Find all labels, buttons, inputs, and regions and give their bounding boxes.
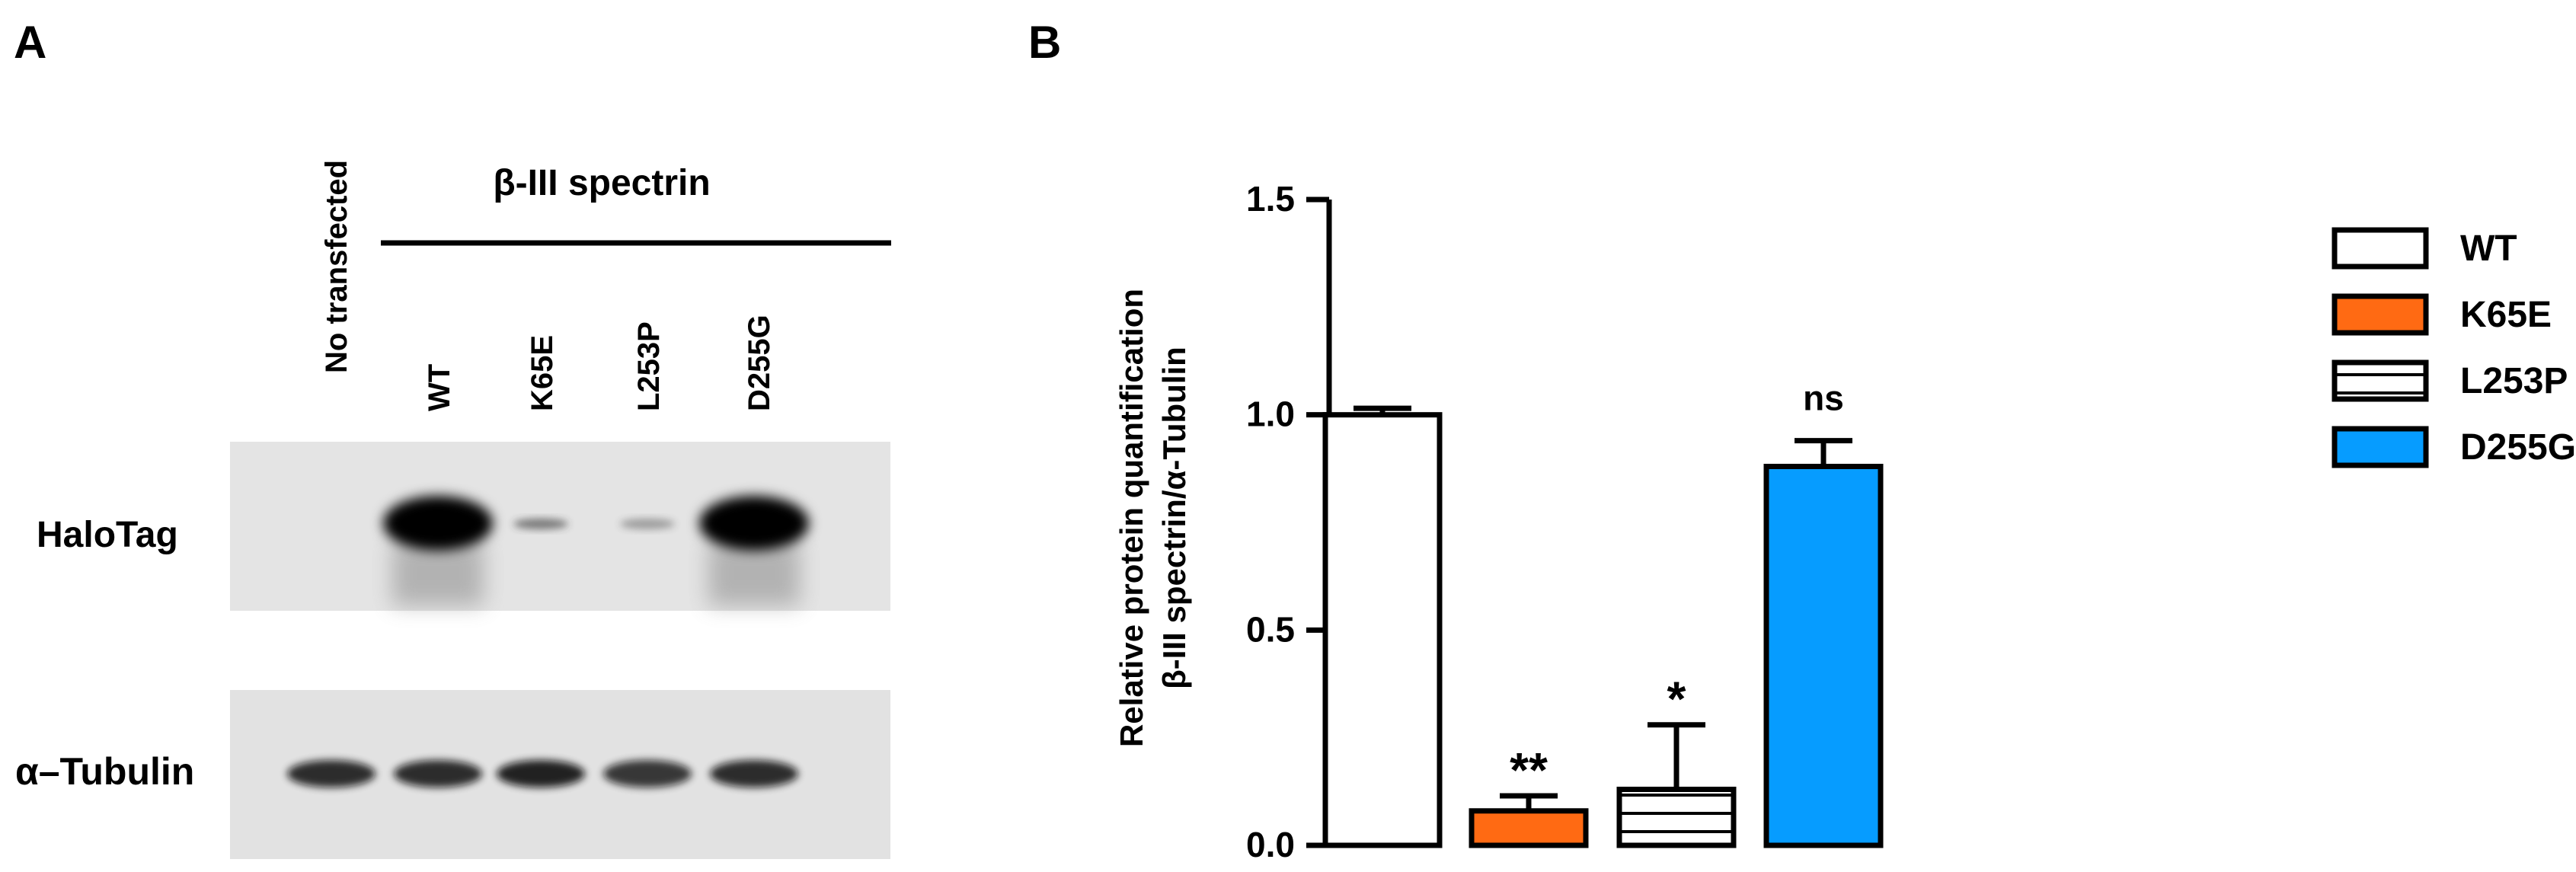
panel-b-letter: B — [1028, 17, 1061, 68]
tubulin-band-k65e — [497, 760, 585, 787]
bar-group-d255g: ns — [1763, 379, 1884, 848]
group-label-beta-iii-spectrin: β-III spectrin — [493, 163, 710, 203]
bar-group-k65e: ** — [1469, 743, 1589, 848]
legend-swatch-k65e — [2332, 293, 2429, 336]
lane-label-d255g: D255G — [743, 315, 776, 411]
y-tick-label-1: 0.5 — [1246, 609, 1295, 649]
halotag-bands — [383, 496, 809, 605]
panel-a-letter: A — [14, 17, 46, 68]
lane-label-k65e: K65E — [526, 335, 559, 411]
legend-entry-d255g: D255G — [2332, 426, 2576, 468]
legend-label-wt: WT — [2460, 228, 2517, 269]
y-axis: 0.0 0.5 1.0 1.5 — [1246, 179, 1332, 864]
legend-swatch-l253p — [2332, 359, 2429, 402]
legend-label-l253p: L253P — [2460, 361, 2568, 401]
legend-entry-l253p: L253P — [2332, 359, 2568, 402]
row-label-halotag: HaloTag — [37, 515, 178, 555]
y-tick-label-2: 1.0 — [1246, 394, 1295, 434]
bar-l253p — [1616, 787, 1737, 848]
y-tick-label-3: 1.5 — [1246, 179, 1295, 219]
lane-label-wt: WT — [423, 364, 456, 411]
y-tick-label-0: 0.0 — [1246, 825, 1295, 864]
legend-entry-wt: WT — [2332, 227, 2517, 270]
row-label-tubulin: α–Tubulin — [15, 750, 194, 793]
legend-label-k65e: K65E — [2460, 295, 2552, 335]
legend-swatch-wt — [2332, 227, 2429, 270]
bar-d255g — [1763, 464, 1884, 848]
halotag-band-l253p — [620, 519, 675, 529]
tubulin-band-l253p — [603, 760, 692, 787]
bar-group-l253p: * — [1616, 672, 1737, 848]
y-axis-label-line2: β-III spectrin/α-Tubulin — [1156, 347, 1192, 689]
tubulin-band-d255g — [710, 760, 798, 787]
legend-swatch-d255g — [2332, 426, 2429, 468]
halotag-band-d255g — [699, 496, 809, 605]
bar-wt — [1322, 412, 1443, 848]
significance-label-l253p: * — [1667, 672, 1686, 727]
lane-label-no-transfected: No transfected — [320, 160, 353, 373]
tubulin-bands — [287, 760, 798, 787]
tubulin-band-no-transfected — [287, 760, 376, 787]
bar-chart-panel: Relative protein quantification β-III sp… — [1114, 179, 2576, 864]
bar-k65e — [1469, 808, 1589, 848]
bar-group-wt — [1322, 405, 1443, 848]
tubulin-band-wt — [394, 760, 482, 787]
significance-label-d255g: ns — [1803, 379, 1844, 418]
significance-label-k65e: ** — [1510, 743, 1548, 797]
legend: WT K65E L253P D255G — [2332, 227, 2576, 468]
western-blot-panel: No transfected WT K65E L253P D255G β-III… — [15, 160, 891, 859]
bars: ***ns — [1322, 379, 1884, 848]
lane-label-l253p: L253P — [632, 321, 666, 411]
halotag-band-wt — [383, 496, 493, 605]
legend-label-d255g: D255G — [2460, 427, 2576, 468]
legend-entry-k65e: K65E — [2332, 293, 2552, 336]
y-axis-label-line1: Relative protein quantification — [1114, 289, 1149, 747]
halotag-band-k65e — [513, 519, 568, 529]
